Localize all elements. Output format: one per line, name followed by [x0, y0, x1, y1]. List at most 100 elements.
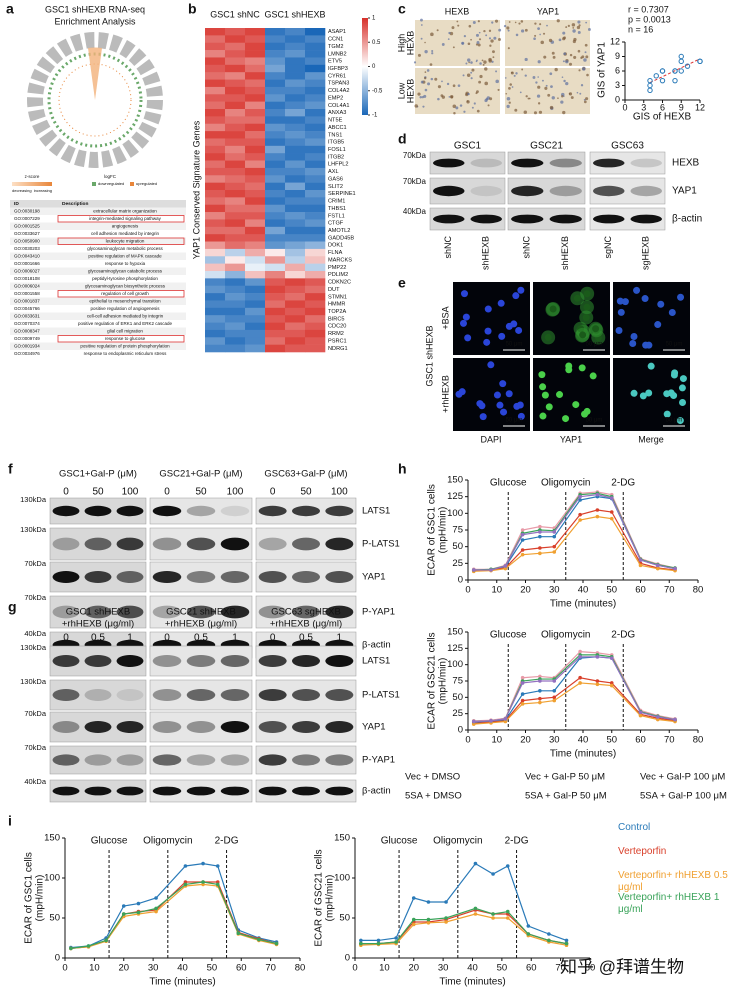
ihc-cell — [436, 29, 439, 32]
heatmap-cell — [245, 300, 266, 309]
legend-entry: Verteporfin — [618, 846, 667, 857]
series-point — [444, 900, 448, 904]
heatmap-cell — [225, 271, 246, 279]
heatmap-cell — [205, 307, 226, 316]
blot-band — [116, 505, 144, 517]
gene-label: LHFPL2 — [328, 162, 349, 168]
heatmap-cell — [245, 256, 266, 264]
heatmap-cell — [205, 337, 226, 345]
y-tick-label: 75 — [452, 525, 463, 536]
protein-label: P-YAP1 — [362, 755, 395, 766]
axis-label: (mpH/min) — [325, 875, 336, 922]
protein-label: β-actin — [362, 640, 391, 651]
axis-label: ECAR of GSC21 cells — [427, 632, 438, 729]
heatmap-cell — [225, 234, 246, 242]
blot-band — [630, 158, 662, 168]
ihc-cell — [437, 97, 440, 101]
ihc-cell — [452, 84, 456, 88]
series-point — [595, 492, 600, 497]
ihc-cell — [470, 71, 473, 74]
blot-band — [84, 537, 112, 551]
x-tick-label: 0 — [465, 735, 470, 746]
series-point — [552, 679, 557, 683]
ihc-cell — [465, 62, 468, 65]
table-cell: epithelial to mesenchymal transition — [89, 298, 161, 303]
table-row — [10, 297, 186, 305]
series-point — [215, 882, 220, 887]
scatter-point — [659, 77, 666, 84]
if-nucleus — [499, 380, 507, 388]
heatmap-cell — [265, 94, 286, 102]
scale-label: 50 μm — [666, 342, 683, 348]
series-point — [609, 510, 614, 514]
blot-band — [258, 605, 287, 619]
annotation: Oligomycin — [143, 836, 192, 847]
series-point — [201, 861, 205, 866]
heatmap-cell — [225, 226, 246, 235]
marker-label: 130kDa — [20, 643, 47, 652]
ihc-cell — [483, 29, 486, 33]
ihc-cell — [503, 24, 507, 28]
series-point — [547, 938, 551, 943]
table-row — [10, 342, 186, 350]
series-line — [360, 907, 567, 945]
heatmap-cell — [265, 175, 286, 183]
ihc-cell — [472, 20, 476, 24]
series-point — [655, 715, 660, 719]
blot-band — [470, 158, 502, 168]
heatmap-cell — [245, 160, 266, 169]
blot-band — [116, 537, 144, 551]
ihc-cell — [515, 72, 518, 75]
circos-ring — [27, 32, 163, 168]
heatmap-cell — [205, 42, 226, 51]
heatmap-cell — [285, 307, 306, 316]
if-nucleus — [633, 286, 641, 294]
ihc-cell — [572, 27, 575, 29]
blot-band — [186, 537, 216, 551]
ihc-cell — [515, 33, 519, 37]
ihc-cell — [573, 55, 577, 59]
heatmap-cell — [265, 234, 286, 242]
table-cell: leukocyte migration — [106, 238, 145, 243]
heatmap-cell — [285, 116, 306, 125]
heatmap-cell — [245, 175, 266, 183]
group-label: +rhHEXB (μg/ml) — [270, 619, 342, 630]
series-point — [471, 719, 476, 724]
blot — [589, 207, 666, 231]
axis-label: ECAR of GSC1 cells — [24, 852, 35, 944]
ihc-cell — [582, 67, 586, 71]
heatmap-cell — [305, 153, 326, 161]
table-row — [10, 207, 186, 215]
heatmap-cell — [285, 145, 306, 154]
ihc-cell — [576, 91, 579, 94]
table-cell: GO:0070374 — [14, 321, 40, 326]
heatmap-cell — [205, 300, 226, 309]
heatmap-cell — [245, 79, 266, 88]
ihc-cell — [448, 31, 451, 35]
heatmap-cell — [225, 278, 246, 287]
legend-entry: Vec + Gal-P 50 μM — [525, 772, 605, 783]
heatmap-cell — [265, 307, 286, 316]
series-line — [473, 677, 676, 725]
heatmap-cell — [305, 86, 326, 95]
heatmap-cell — [305, 212, 326, 220]
blot-band — [116, 786, 144, 796]
blot-band — [258, 571, 287, 583]
ihc-cell — [509, 83, 512, 86]
axes — [624, 42, 700, 101]
x-tick-label: 40 — [578, 735, 589, 746]
blot-band — [116, 605, 144, 619]
ihc-cell — [457, 24, 460, 27]
ihc-cell — [478, 38, 482, 41]
protein-label: LATS1 — [362, 656, 390, 667]
series-point — [526, 924, 531, 928]
lane-label: sgNC — [603, 236, 613, 259]
heatmap-cell — [305, 131, 326, 139]
axis-label: GIS of HEXB — [633, 112, 692, 123]
if-nucleus — [630, 333, 638, 341]
heatmap-cell — [265, 123, 286, 132]
ihc-cell — [533, 37, 536, 41]
lane-label: 0.5 — [194, 633, 208, 644]
gene-label: MARCKS — [328, 257, 352, 263]
